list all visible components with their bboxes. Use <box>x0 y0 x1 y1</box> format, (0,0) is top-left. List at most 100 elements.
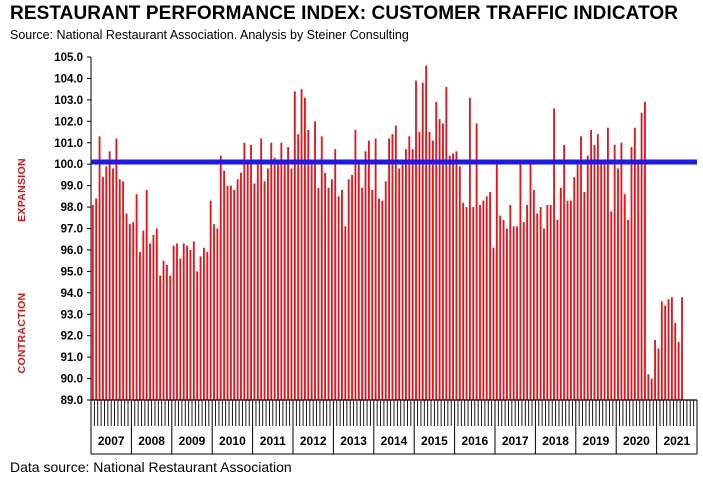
year-label-2020: 2020 <box>623 434 650 448</box>
bar-12 <box>128 224 131 400</box>
bar-160 <box>627 219 630 400</box>
bar-49 <box>253 183 256 400</box>
bar-134 <box>539 207 542 400</box>
bar-78 <box>351 174 353 400</box>
bar-163 <box>637 162 640 400</box>
bar-138 <box>553 108 555 400</box>
year-label-2017: 2017 <box>502 434 529 448</box>
bar-31 <box>192 241 195 400</box>
y-tick-label: 99.0 <box>61 181 83 193</box>
bar-8 <box>115 138 118 400</box>
bar-50 <box>256 162 259 400</box>
bar-82 <box>364 151 367 400</box>
bar-21 <box>159 275 162 400</box>
bar-38 <box>216 228 219 400</box>
bar-135 <box>543 228 545 400</box>
bar-133 <box>536 213 539 400</box>
bar-150 <box>593 144 596 400</box>
bar-9 <box>118 179 121 400</box>
bar-95 <box>408 136 411 400</box>
bar-94 <box>405 149 407 400</box>
bar-67 <box>314 121 316 400</box>
bar-66 <box>310 162 313 400</box>
bar-32 <box>196 271 199 401</box>
y-tick-label: 91.0 <box>61 352 83 364</box>
bar-145 <box>576 164 579 400</box>
bar-70 <box>324 172 327 400</box>
bar-136 <box>546 204 549 400</box>
bar-167 <box>650 378 653 400</box>
bar-33 <box>199 256 202 400</box>
bar-7 <box>112 168 114 400</box>
bar-17 <box>145 189 148 400</box>
bar-99 <box>421 82 424 400</box>
x-axis-band: 2007 2008 2009 2010 2011 2012 2013 2014 2015 2016… <box>90 399 698 455</box>
bar-171 <box>664 305 667 400</box>
bar-57 <box>280 142 283 400</box>
bar-151 <box>596 134 599 401</box>
y-tick-label: 96.0 <box>61 245 83 257</box>
bar-4 <box>102 177 104 400</box>
bar-6 <box>108 151 111 400</box>
bar-149 <box>590 129 593 400</box>
bar-47 <box>246 164 249 400</box>
bar-1 <box>91 204 94 400</box>
bar-143 <box>569 200 572 400</box>
bar-129 <box>522 222 525 400</box>
y-tick-label: 100.0 <box>54 159 83 171</box>
bar-100 <box>425 65 428 400</box>
bar-115 <box>475 123 478 401</box>
bar-39 <box>219 155 222 400</box>
bar-144 <box>573 177 576 400</box>
bar-110 <box>458 166 461 400</box>
bar-96 <box>411 149 414 400</box>
y-tick-label: 92.0 <box>61 331 83 343</box>
bar-28 <box>182 243 185 400</box>
bar-146 <box>580 136 582 400</box>
bar-51 <box>260 138 263 400</box>
year-label-2018: 2018 <box>542 434 569 448</box>
bar-170 <box>660 301 663 400</box>
bar-148 <box>586 155 589 400</box>
bar-152 <box>600 159 603 400</box>
bar-48 <box>250 144 252 400</box>
bar-125 <box>509 204 512 400</box>
year-label-2014: 2014 <box>381 434 408 448</box>
bar-124 <box>506 228 508 400</box>
year-label-2008: 2008 <box>138 434 165 448</box>
y-tick-label: 97.0 <box>61 224 83 236</box>
bar-92 <box>398 168 401 400</box>
bars-layer <box>91 65 683 401</box>
bar-137 <box>549 204 552 400</box>
bar-19 <box>152 234 155 400</box>
bar-155 <box>610 211 613 400</box>
bar-119 <box>489 192 492 400</box>
bar-162 <box>633 127 636 401</box>
bar-91 <box>394 125 397 400</box>
bar-168 <box>654 339 656 400</box>
bar-52 <box>263 181 266 400</box>
bar-36 <box>209 200 212 400</box>
bar-86 <box>378 198 380 400</box>
bar-40 <box>223 170 226 400</box>
bar-63 <box>300 89 303 400</box>
bar-112 <box>465 207 468 400</box>
bar-44 <box>236 179 239 400</box>
bar-chart: 89.0 90.0 91.0 92.0 93.0 94.0 95.0 96.0 97.0 98.0… <box>16 52 698 455</box>
bar-30 <box>189 249 192 400</box>
bar-130 <box>526 204 529 400</box>
bar-97 <box>415 80 417 400</box>
bar-139 <box>556 219 559 400</box>
bar-35 <box>206 252 209 400</box>
y-tick-label: 95.0 <box>61 266 83 278</box>
y-tick-label: 90.0 <box>61 374 83 386</box>
bar-142 <box>566 200 569 400</box>
bar-83 <box>367 140 370 401</box>
bar-43 <box>233 189 236 400</box>
year-label-2009: 2009 <box>179 434 206 448</box>
bar-122 <box>499 215 502 400</box>
bar-153 <box>603 162 606 400</box>
bar-126 <box>512 226 515 400</box>
bar-65 <box>307 129 310 400</box>
y-tick-label: 98.0 <box>61 202 83 214</box>
